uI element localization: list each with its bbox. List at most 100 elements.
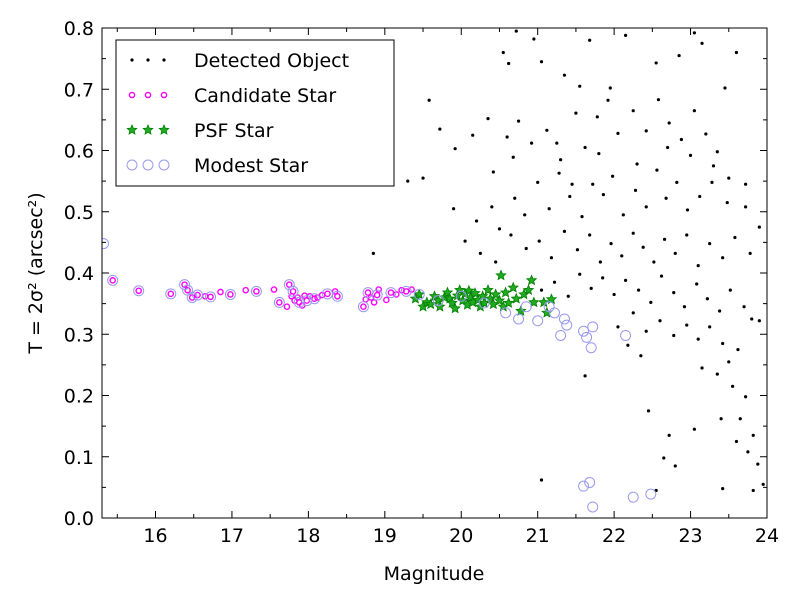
plot-marks (102, 29, 765, 513)
modest-star-point (627, 491, 639, 503)
detected-object-point (666, 145, 670, 150)
modest-star-point (578, 480, 590, 492)
detected-object-point (751, 433, 755, 437)
legend-label: Modest Star (194, 155, 308, 177)
detected-object-point (734, 50, 739, 55)
detected-object-point (710, 180, 714, 184)
candidate-star-point (285, 281, 293, 288)
detected-object-point (580, 215, 584, 219)
detected-object-point (688, 153, 693, 157)
psf-star-point (528, 296, 540, 308)
detected-object-point (679, 137, 683, 142)
detected-object-point (734, 439, 739, 444)
detected-object-point (725, 200, 729, 205)
detected-object-point (631, 231, 635, 235)
detected-object-point (427, 98, 431, 102)
detected-object-point (696, 264, 700, 268)
detected-object-point (733, 235, 737, 240)
detected-object-point (589, 286, 593, 290)
detected-object-point (516, 119, 521, 123)
candidate-star-point (184, 286, 191, 294)
legend-marker (130, 58, 134, 62)
detected-object-point (738, 417, 742, 421)
y-tick-label: 0.5 (64, 202, 94, 224)
detected-object-point (505, 135, 509, 139)
detected-object-point (685, 323, 689, 327)
legend-marker (146, 58, 150, 62)
detected-object-point (705, 297, 709, 301)
detected-object-point (658, 319, 662, 323)
detected-object-point (453, 147, 457, 151)
detected-object-point (727, 360, 731, 364)
modest-star-point (587, 501, 599, 513)
modest-star-point (331, 290, 343, 302)
modest-star-point (432, 295, 444, 307)
y-tick-label: 0.4 (64, 263, 94, 285)
y-tick-label: 0.7 (64, 79, 94, 101)
x-tick-label: 16 (143, 525, 167, 547)
detected-object-point (721, 256, 725, 260)
legend-label: Detected Object (194, 50, 349, 72)
detected-object-point (616, 131, 620, 135)
detected-object-point (575, 248, 580, 252)
psf-star-point (502, 296, 515, 308)
psf-star-point (451, 289, 464, 301)
detected-object-point (641, 245, 645, 249)
modest-star-point (413, 288, 425, 300)
detected-object-point (696, 337, 700, 341)
detected-object-point (371, 251, 375, 255)
modest-star-point (645, 488, 657, 500)
detected-object-point (692, 109, 696, 113)
detected-object-point (723, 86, 727, 90)
detected-object-point (514, 29, 518, 33)
detected-object-point (578, 272, 582, 276)
detected-object-point (644, 329, 648, 333)
y-tick-label: 0.3 (64, 324, 94, 346)
modest-star-point (308, 293, 320, 305)
detected-object-point (719, 417, 723, 421)
detected-object-point (490, 205, 494, 209)
candidate-star-point (402, 288, 410, 295)
detected-object-point (652, 260, 656, 264)
detected-object-point (463, 239, 467, 243)
psf-star-point (538, 296, 550, 308)
detected-object-point (727, 176, 731, 180)
detected-object-point (675, 180, 679, 184)
modest-star-point (186, 292, 198, 303)
detected-object-point (635, 162, 639, 166)
detected-object-point (595, 115, 599, 119)
detected-object-point (471, 133, 475, 137)
legend-marker (126, 159, 138, 171)
x-tick-label: 23 (678, 525, 702, 547)
detected-object-point (491, 170, 495, 174)
modest-star-point (357, 301, 369, 313)
psf-star-point (525, 274, 538, 286)
detected-object-point (507, 61, 511, 66)
modest-star-point (532, 315, 544, 327)
y-tick-label: 0.2 (64, 386, 94, 408)
candidate-star-point (109, 277, 117, 284)
detected-object-point (746, 450, 750, 454)
detected-object-point (610, 174, 615, 178)
y-tick-label: 0.8 (64, 18, 94, 40)
modest-star-point (581, 331, 593, 343)
detected-object-point (478, 251, 482, 255)
detected-object-point (750, 317, 754, 321)
modest-star-point (224, 288, 236, 300)
modest-star-point (371, 289, 383, 301)
detected-object-point (552, 280, 557, 284)
detected-object-point (667, 433, 671, 437)
detected-object-point (700, 41, 704, 45)
candidate-star-point (253, 288, 260, 295)
modest-star-point (273, 296, 285, 308)
modest-star-point (520, 301, 532, 313)
detected-object-point (623, 278, 628, 282)
modest-star-point (587, 321, 599, 333)
detected-object-point (523, 213, 527, 217)
modest-star-point (385, 287, 397, 299)
axis-ticks: 16 17 18 19 20 21 22 23 24 0.0 0.1 0.2 0.3 0.4 0.5 0.6 0… (64, 18, 779, 547)
detected-object-point (539, 288, 544, 292)
modest-star-point (400, 285, 412, 297)
candidate-star-point (276, 299, 283, 306)
